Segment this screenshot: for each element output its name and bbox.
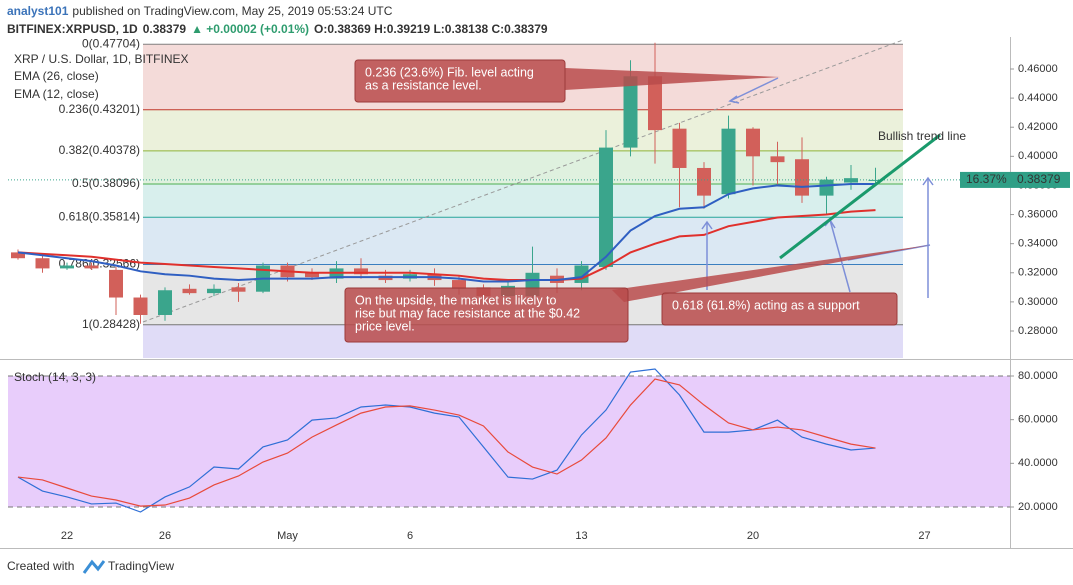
- footer-brand: TradingView: [108, 559, 174, 573]
- stoch-title: Stoch (14, 3, 3): [14, 370, 96, 384]
- candle-body: [305, 272, 319, 278]
- candle-body: [60, 265, 74, 269]
- annotation-text: as a resistance level.: [365, 78, 482, 92]
- x-tick-label: May: [277, 530, 298, 542]
- annotation-pointer: [612, 245, 930, 302]
- candle-body: [452, 280, 466, 289]
- x-tick-label: 6: [407, 530, 413, 542]
- annotation-box: [661, 292, 898, 326]
- y-tick-label: 0.28000: [1018, 325, 1058, 337]
- y-tick-label: 0.34000: [1018, 238, 1058, 250]
- candle-body: [231, 287, 246, 292]
- fib-band: [143, 109, 903, 151]
- y-tick-label: 0.42000: [1018, 121, 1058, 133]
- y-tick-label: 60.0000: [1018, 414, 1058, 426]
- chart-title: XRP / U.S. Dollar, 1D, BITFINEX: [14, 52, 189, 66]
- ema-line: [17, 182, 876, 283]
- logo-icon: [82, 559, 106, 574]
- arrow-head: [701, 220, 713, 230]
- annotation-pointer: [565, 68, 780, 90]
- y-tick-label: 0.32000: [1018, 267, 1058, 279]
- annotation-box: [354, 59, 566, 103]
- x-tick-label: 20: [747, 530, 759, 542]
- candle-body: [648, 76, 662, 131]
- symbol: BITFINEX:XRPUSD, 1D: [7, 22, 138, 36]
- x-tick-label: 26: [159, 530, 171, 542]
- legend-entry: EMA (26, close): [14, 69, 99, 83]
- candle-body: [599, 147, 613, 267]
- y-tick-label: 0.36000: [1018, 208, 1058, 220]
- stoch-band: [8, 375, 1010, 507]
- annotation-text: price level.: [355, 319, 415, 333]
- publish-line: analyst101 published on TradingView.com, …: [7, 4, 393, 18]
- fib-label: 0.5(0.38096): [72, 176, 140, 190]
- y-tick-label: 20.0000: [1018, 501, 1058, 513]
- legend-entry: EMA (12, close): [14, 87, 99, 101]
- annotation-text: 0.618 (61.8%) acting as a support: [672, 298, 860, 312]
- candle-body: [746, 128, 760, 157]
- fib-label: 0.382(0.40378): [59, 143, 140, 157]
- author: analyst101: [7, 4, 69, 18]
- brand-logo: [82, 559, 106, 574]
- x-tick-label: 22: [61, 530, 73, 542]
- candle-body: [11, 252, 25, 259]
- candle-body: [354, 268, 368, 275]
- arrow-head: [728, 95, 740, 104]
- candle-body: [623, 76, 638, 148]
- y-tick-label: 0.30000: [1018, 296, 1058, 308]
- fib-label: 0.236(0.43201): [59, 102, 140, 116]
- candle-body: [721, 128, 736, 195]
- stoch-line: [17, 368, 876, 513]
- fib-label: 0(0.47704): [82, 36, 140, 50]
- annotation-text: On the upside, the market is likely to: [355, 293, 557, 307]
- last-change: 16.37%: [966, 172, 1007, 186]
- trend-label: Bullish trend line: [878, 129, 966, 143]
- footer-created: Created with: [7, 559, 74, 573]
- candle-body: [109, 269, 123, 298]
- last-price: 0.38379: [1017, 172, 1061, 186]
- ema-line: [17, 209, 876, 282]
- y-tick-label: 40.0000: [1018, 457, 1058, 469]
- pointer-arrow: [729, 77, 779, 102]
- candle-body: [819, 179, 834, 196]
- candle-body: [697, 167, 711, 196]
- candle-body: [795, 159, 809, 196]
- trend-line: [779, 133, 941, 260]
- annotation-text: 0.236 (23.6%) Fib. level acting: [365, 65, 534, 79]
- fib-label: 1(0.28428): [82, 317, 140, 331]
- y-tick-label: 80.0000: [1018, 370, 1058, 382]
- x-tick-label: 13: [575, 530, 587, 542]
- annotation-text: rise but may face resistance at the $0.4…: [355, 306, 580, 320]
- symbol-line: BITFINEX:XRPUSD, 1D 0.38379 ▲ +0.00002 (+0…: [7, 22, 548, 36]
- candle-body: [207, 288, 221, 294]
- y-tick-label: 0.40000: [1018, 150, 1058, 162]
- pointer-arrow: [829, 219, 851, 293]
- candle-body: [158, 290, 172, 315]
- price: 0.38379: [143, 22, 187, 36]
- plot: 0(0.47704) 0.236(0.43201) 0.382(0.40378) 0.…: [0, 36, 1073, 549]
- annotation-box: [344, 287, 629, 343]
- fib-band: [143, 217, 903, 265]
- fib-label: 0.618(0.35814): [59, 209, 140, 223]
- y-tick-label: 0.46000: [1018, 63, 1058, 75]
- stoch-line: [17, 378, 876, 507]
- y-tick-label: 0.44000: [1018, 92, 1058, 104]
- candle-body: [35, 258, 50, 269]
- last-price-tag: [960, 171, 1070, 188]
- fib-band: [143, 184, 903, 218]
- arrow-head: [922, 176, 934, 186]
- candle-body: [133, 297, 148, 315]
- candle-body: [84, 265, 99, 269]
- published: published on TradingView.com, May 25, 20…: [72, 4, 392, 18]
- x-tick-label: 27: [918, 530, 930, 542]
- change: ▲ +0.00002 (+0.01%): [191, 22, 309, 36]
- candle-body: [182, 288, 197, 294]
- candle-body: [770, 156, 785, 163]
- fib-band: [143, 150, 903, 185]
- candle-body: [672, 128, 687, 168]
- ohlc: O:0.38369 H:0.39219 L:0.38138 C:0.38379: [314, 22, 548, 36]
